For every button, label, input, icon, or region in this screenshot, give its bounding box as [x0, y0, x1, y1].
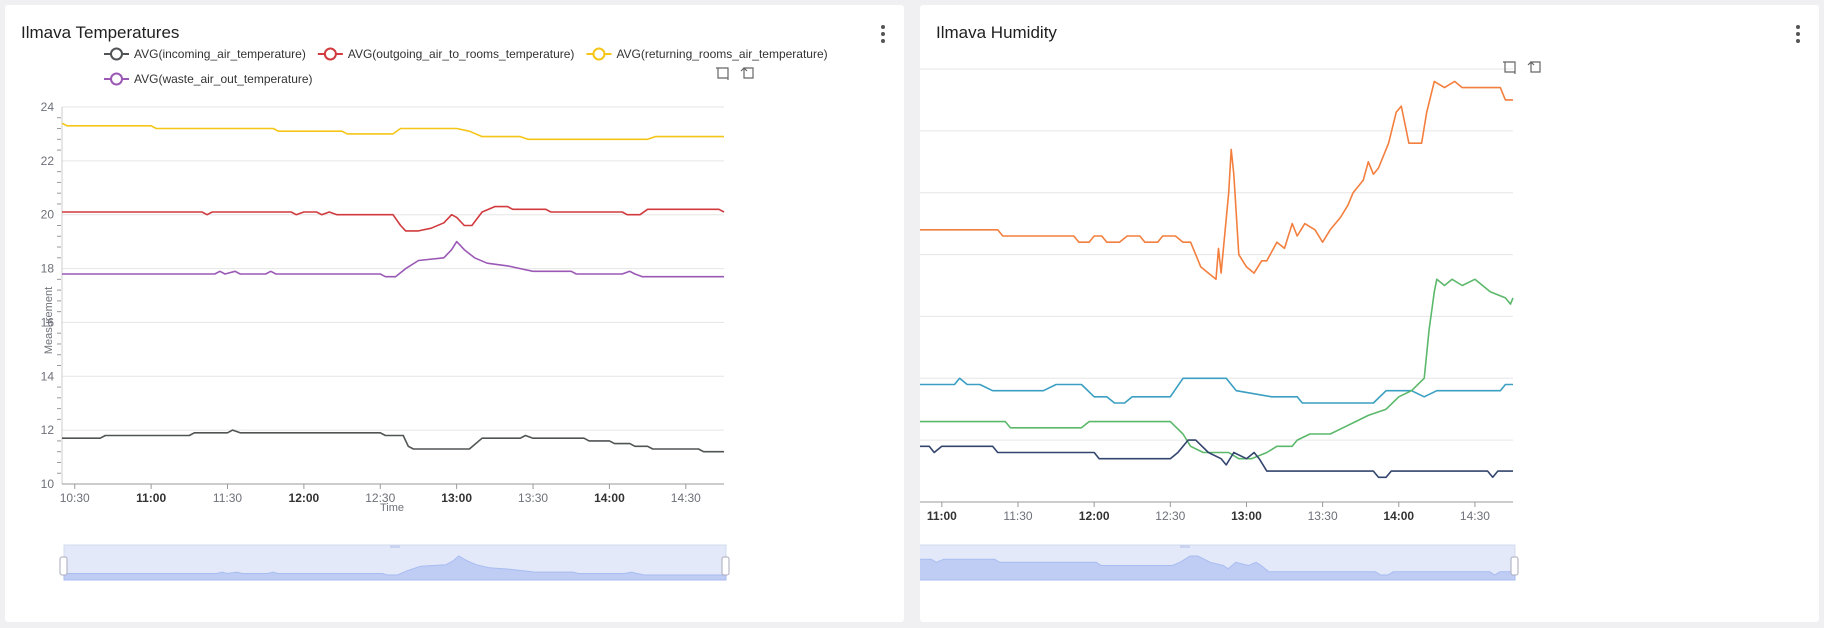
- series-group: [61, 122, 725, 453]
- data-zoom-handle-right[interactable]: [721, 556, 730, 576]
- y-axis-title: Measurement: [43, 287, 55, 354]
- y-tick-label: 22: [41, 154, 55, 168]
- series-group: [920, 80, 1514, 479]
- legend-item[interactable]: AVG(returning_rooms_air_temperature): [586, 47, 828, 61]
- series-line-3: [920, 278, 1514, 460]
- data-zoom-handle-right[interactable]: [1510, 556, 1519, 576]
- x-tick-label: 11:00: [136, 491, 166, 505]
- x-tick-label: 12:00: [289, 491, 320, 505]
- x-tick-label: 13:00: [1231, 509, 1262, 523]
- data-zoom-slider[interactable]: [920, 544, 1519, 581]
- humidity-line-chart: 9010011012013014015016010:3011:0011:3012…: [920, 61, 1541, 581]
- series-line-4: [920, 439, 1513, 479]
- x-tick-label: 12:00: [1079, 509, 1110, 523]
- x-axis: 10:3011:0011:3012:0012:3013:0013:3014:00…: [920, 501, 1513, 523]
- x-tick-label: 11:00: [927, 509, 957, 523]
- data-zoom-preview: [63, 555, 727, 581]
- y-tick-label: 20: [41, 208, 55, 222]
- legend-symbol: [110, 47, 123, 61]
- zoom-select-icon[interactable]: [716, 67, 729, 80]
- legend-symbol: [110, 72, 123, 86]
- legend-label: AVG(outgoing_air_to_rooms_temperature): [348, 47, 575, 61]
- zoom-select-icon[interactable]: [1503, 61, 1516, 74]
- legend-symbol: [323, 47, 337, 61]
- legend-item[interactable]: AVG(incoming_air_temperature): [104, 47, 306, 61]
- x-tick-label: 12:30: [365, 491, 395, 505]
- y-tick-label: 24: [41, 100, 55, 114]
- data-zoom-handle-left[interactable]: [59, 556, 68, 576]
- y-tick-label: 14: [41, 369, 55, 383]
- x-tick-label: 13:30: [518, 491, 548, 505]
- x-tick-label: 12:30: [1155, 509, 1185, 523]
- x-tick-label: 14:00: [1383, 509, 1414, 523]
- y-tick-label: 12: [41, 423, 55, 437]
- series-line-1: [920, 80, 1513, 281]
- zoom-reset-icon[interactable]: [1527, 61, 1541, 73]
- zoom-reset-icon[interactable]: [740, 67, 754, 79]
- x-axis: 10:30 11:00 11:30 12:00 12:30 13:00 13:30 14:00…: [60, 483, 724, 505]
- temperatures-chart-card: Ilmava Temperatures 10 12 14 16 18 20 22 24 10:3…: [5, 5, 904, 622]
- temperatures-line-chart: 10 12 14 16 18 20 22 24 10:30 11:00 11:30 12:00 12:3…: [41, 47, 828, 581]
- legend-symbol: [592, 47, 606, 61]
- y-tick-label: 18: [41, 262, 55, 276]
- legend-label: AVG(returning_rooms_air_temperature): [616, 47, 827, 61]
- y-tick-label: 10: [41, 477, 55, 491]
- humidity-chart-card: Ilmava Humidity 901001101201301401501601…: [920, 5, 1819, 622]
- card-title: Ilmava Temperatures: [21, 23, 180, 42]
- series-line-3: [61, 122, 724, 141]
- x-tick-label: 11:30: [213, 491, 242, 505]
- series-line-2: [920, 377, 1513, 404]
- vertical-dots-icon[interactable]: [1795, 25, 1801, 45]
- data-zoom-preview: [920, 555, 1516, 581]
- series-line-2: [62, 205, 725, 232]
- data-zoom-move-handle[interactable]: [1180, 545, 1190, 548]
- x-tick-label: 14:30: [1460, 509, 1490, 523]
- x-tick-label: 11:30: [1003, 509, 1032, 523]
- vertical-dots-icon[interactable]: [880, 25, 886, 45]
- card-title: Ilmava Humidity: [936, 23, 1057, 42]
- x-tick-label: 13:00: [441, 491, 472, 505]
- x-axis-title: Time: [380, 502, 404, 514]
- data-zoom-move-handle[interactable]: [390, 545, 400, 548]
- y-tick-label: 16: [41, 315, 55, 329]
- grid-lines: [920, 68, 1513, 503]
- x-tick-label: 10:30: [60, 491, 90, 505]
- y-axis: 10 12 14 16 18 20 22 24: [41, 100, 63, 491]
- x-tick-label: 14:00: [594, 491, 625, 505]
- legend-item[interactable]: AVG(outgoing_air_to_rooms_temperature): [317, 47, 575, 61]
- data-zoom-slider[interactable]: [59, 544, 730, 581]
- series-line-1: [62, 429, 724, 453]
- x-tick-label: 14:30: [671, 491, 701, 505]
- x-tick-label: 13:30: [1308, 509, 1338, 523]
- legend-item[interactable]: AVG(waste_air_out_temperature): [104, 72, 313, 86]
- grid-lines: [62, 106, 724, 485]
- legend-label: AVG(waste_air_out_temperature): [134, 72, 313, 86]
- legend-label: AVG(incoming_air_temperature): [134, 47, 306, 61]
- series-line-4: [62, 240, 724, 278]
- legend: AVG(incoming_air_temperature) AVG(outgoin…: [104, 47, 828, 86]
